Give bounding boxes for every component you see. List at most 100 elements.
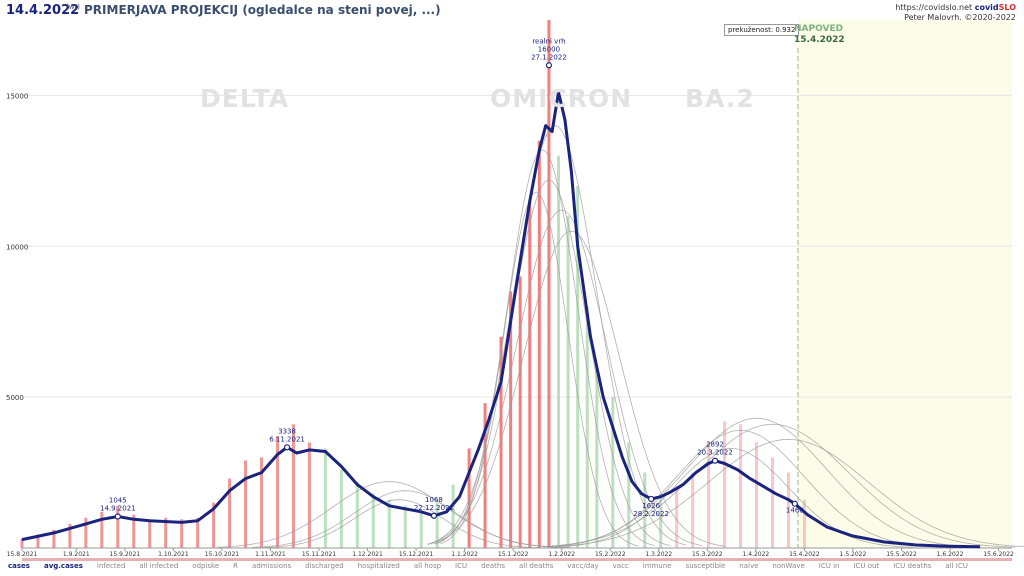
legend-item-all-hosp[interactable]: all hosp xyxy=(413,562,442,570)
legend-item-admissions[interactable]: admissions xyxy=(252,562,292,570)
case-bar xyxy=(755,442,759,548)
case-bar xyxy=(557,155,561,548)
annotation-label: 28.2.2022 xyxy=(633,510,669,518)
legend-item-icu[interactable]: ICU xyxy=(455,562,468,570)
x-tick-label: 15.1.2022 xyxy=(498,551,529,558)
case-bar xyxy=(291,424,295,548)
projection-curve xyxy=(430,125,687,546)
fit-label: prekuženost: 0.932 xyxy=(724,24,800,36)
case-bar xyxy=(68,523,72,548)
case-bar xyxy=(723,421,727,548)
case-bar xyxy=(675,487,679,548)
report-date: 14.4.2022 xyxy=(6,3,80,18)
case-bar xyxy=(355,481,359,548)
legend-item-icu-out[interactable]: ICU out xyxy=(853,562,880,570)
case-bar xyxy=(260,457,264,548)
avg-cases-line xyxy=(21,90,981,549)
case-bar xyxy=(739,424,743,548)
x-tick-label: 15.9.2021 xyxy=(110,551,141,558)
risk-strip xyxy=(22,558,1012,561)
annotation-label: 22.12.2021 xyxy=(414,504,454,512)
case-bar xyxy=(307,442,311,548)
case-bar xyxy=(116,505,120,548)
annotation-label: realni vrh xyxy=(532,37,565,45)
legend-item-susceptible[interactable]: susceptible xyxy=(685,562,726,570)
x-tick-label: 1.9.2021 xyxy=(63,551,90,558)
case-bar xyxy=(148,520,152,548)
x-tick-label: 15.6.2022 xyxy=(983,551,1014,558)
case-bar xyxy=(212,502,216,548)
legend-item-naive[interactable]: naive xyxy=(739,562,759,570)
forecast-title: NAPOVED xyxy=(794,24,844,34)
annotation-marker xyxy=(283,444,291,451)
case-bar xyxy=(323,448,327,548)
case-bar xyxy=(132,514,136,548)
x-tick-label: 15.12.2021 xyxy=(399,551,434,558)
projection-curve xyxy=(216,481,572,548)
projection-curve xyxy=(548,438,1024,548)
legend-item-all-infected[interactable]: all infected xyxy=(139,562,179,570)
x-tick-label: 1.11.2021 xyxy=(255,551,286,558)
chart-title: PRIMERJAVA PROJEKCIJ (ogledalce na steni… xyxy=(84,3,441,17)
case-bar xyxy=(435,502,439,548)
projection-curve xyxy=(437,149,655,546)
legend-item-icu-in[interactable]: ICU in xyxy=(818,562,840,570)
x-tick-label: 1.6.2022 xyxy=(937,551,964,558)
case-bar xyxy=(770,457,774,548)
x-tick-label: 15.11.2021 xyxy=(302,551,337,558)
brand-covid: covid xyxy=(974,3,999,12)
annotation-marker xyxy=(711,457,719,464)
annotation-label: 14.9.2021 xyxy=(100,504,136,512)
legend-item-icu-deaths[interactable]: ICU deaths xyxy=(893,562,932,570)
projection-curve xyxy=(427,209,703,546)
legend-item-deaths[interactable]: deaths xyxy=(481,562,505,570)
x-tick-label: 1.2.2022 xyxy=(548,551,575,558)
legend-item-all-icu[interactable]: all ICU xyxy=(945,562,968,570)
case-bar xyxy=(518,276,522,548)
date-tag: (wt) xyxy=(66,3,80,11)
wave-label-delta: DELTA xyxy=(200,84,290,113)
case-bar xyxy=(707,442,711,548)
legend-item-r[interactable]: R xyxy=(233,562,239,570)
case-bar xyxy=(802,499,806,548)
case-bar xyxy=(371,493,375,548)
x-tick-label: 1.10.2021 xyxy=(158,551,189,558)
legend-item-immune[interactable]: immune xyxy=(642,562,672,570)
case-bar xyxy=(786,472,790,548)
case-bar xyxy=(585,306,589,548)
case-bar xyxy=(611,397,615,548)
site-link[interactable]: https://covidslo.net xyxy=(895,3,973,12)
y-tick-label: 5000 xyxy=(6,394,24,402)
annotation-label: 1626 xyxy=(642,502,660,510)
projection-curve xyxy=(558,447,914,548)
legend-item-infected[interactable]: infected xyxy=(96,562,126,570)
forecast-region xyxy=(798,20,1012,548)
legend-item-discharged[interactable]: discharged xyxy=(305,562,344,570)
case-bar xyxy=(537,140,541,548)
case-bar xyxy=(36,534,40,548)
case-bar xyxy=(451,484,455,548)
projection-curve xyxy=(264,499,540,549)
x-tick-label: 15.4.2022 xyxy=(789,551,820,558)
legend-item-all-deaths[interactable]: all deaths xyxy=(519,562,554,570)
case-bar xyxy=(84,517,88,548)
legend-item-vacc-day[interactable]: vacc/day xyxy=(567,562,599,570)
legend-item-avg-cases[interactable]: avg.cases xyxy=(43,562,83,570)
case-bar xyxy=(20,538,24,548)
case-bar xyxy=(509,291,513,548)
y-tick-label: 10000 xyxy=(6,243,28,251)
case-bar xyxy=(339,469,343,548)
legend-item-nonwave[interactable]: nonWave xyxy=(772,562,805,570)
legend-item-hospitalized[interactable]: hospitalized xyxy=(357,562,400,570)
case-bar xyxy=(499,336,503,548)
legend-item-odpiske[interactable]: odpiske xyxy=(192,562,220,570)
legend-item-vacc[interactable]: vacc xyxy=(612,562,629,570)
annotation-marker xyxy=(430,512,438,519)
case-bar xyxy=(196,517,200,548)
annotation-label: 3338 xyxy=(278,427,296,435)
legend-item-cases[interactable]: cases xyxy=(8,562,30,570)
case-bar xyxy=(595,366,599,548)
case-bar xyxy=(387,499,391,548)
case-bar xyxy=(100,511,104,548)
